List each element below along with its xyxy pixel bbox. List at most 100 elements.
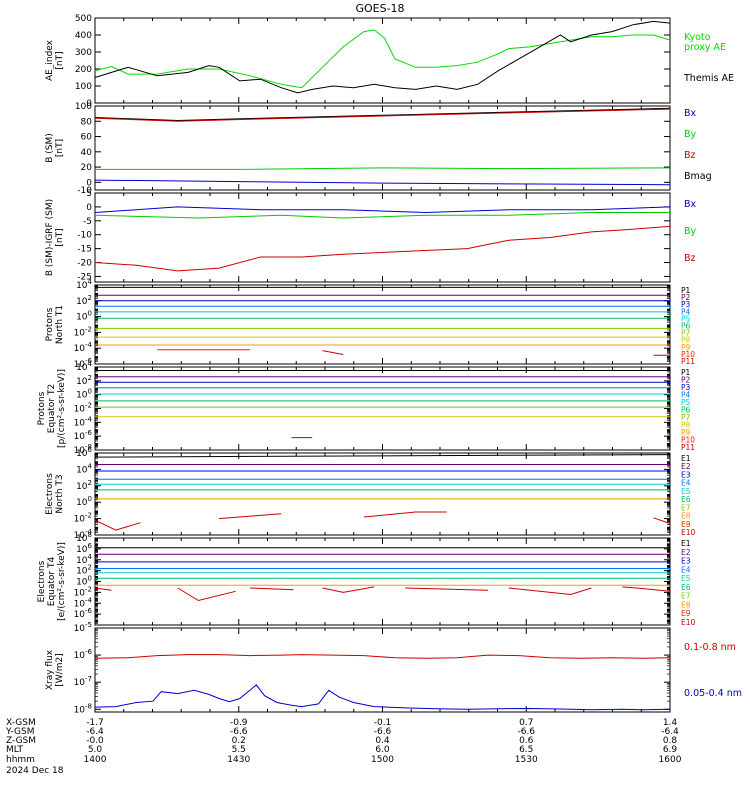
y-axis-label: Electrons [45,473,55,515]
legend-entry: E2 [681,548,691,557]
series-line [95,167,671,170]
y-tick-label: 10-2 [74,402,92,415]
series-line [94,212,670,219]
y-tick-label: 400 [75,31,92,41]
y-tick-label: 100 [76,575,92,588]
orbit-value: 1.4 [663,718,678,728]
y-tick-label: 5 [86,189,92,199]
y-tick-label: 10-5 [74,621,92,634]
series-line [94,519,141,531]
y-tick-label: 40 [81,148,93,158]
series-line [363,511,447,518]
panel-4: 104 102 100 10-2 10-4 10-6 Protons North T1 P1P2… [45,278,695,370]
orbit-table: X-GSMY-GSMZ-GSMMLThhmm-1.7-6.4-0.05.0140… [5,718,682,765]
legend-entry: P5 [681,398,691,407]
legend-entry: E7 [681,503,691,512]
legend-entry: 0.05-0.4 nm [684,688,742,699]
orbit-value: 0.6 [519,736,534,746]
y-axis-label: [nT] [55,51,65,69]
y-tick-label: 10-6 [74,607,93,620]
legend-entry: E5 [681,574,691,583]
legend-entry: P7 [681,329,691,338]
y-tick-label: 104 [76,278,92,291]
y-tick-label: 10-4 [74,415,93,428]
y-tick-label: 10-6 [74,429,93,442]
legend-entry: P11 [681,357,695,366]
panel-8: 10-5 10-6 10-7 10-8 Xray flux [W/m2] 0.1-0.8 n… [45,621,742,715]
legend-entry: E6 [681,583,691,592]
orbit-value: 1500 [371,755,394,765]
y-axis-label: [p/(cm²-s-sr-keV)] [57,369,67,448]
y-tick-label: 100 [76,495,92,508]
y-tick-label: 60 [81,133,93,143]
legend-entry: E9 [681,609,691,618]
series-line [250,587,294,591]
legend-entry: P2 [681,376,691,385]
legend-entry: P3 [681,383,691,392]
y-tick-label: 104 [76,462,92,475]
series-line [94,20,671,94]
legend-entry: P8 [681,421,691,430]
series-line [653,517,671,524]
y-tick-label: 108 [76,531,92,544]
legend-entry: P8 [681,336,691,345]
y-tick-label: -15 [77,245,92,255]
panel-frame [94,452,671,536]
legend-entry: E4 [681,479,691,488]
y-tick-label: 10-2 [74,585,92,598]
legend-entry: P4 [681,307,691,316]
legend-entry: E9 [681,520,691,529]
legend-entry: E7 [681,592,691,601]
y-axis-label: [nT] [55,139,65,157]
y-axis-label: Xray flux [45,649,55,690]
legend-entry: P2 [681,293,691,302]
y-tick-label: 10-8 [74,702,92,715]
y-tick-label: 100 [75,102,92,112]
orbit-value: 6.9 [663,745,678,755]
orbit-value: 5.5 [232,745,246,755]
orbit-row-label: Y-GSM [5,727,34,737]
legend-entry: E5 [681,487,691,496]
chart-title: GOES-18 [355,2,404,15]
orbit-value: -6.4 [661,727,679,737]
legend-entry: Bz [684,150,696,161]
orbit-value: 0.8 [663,736,678,746]
legend-entry: E1 [681,539,691,548]
legend-entry: P9 [681,343,691,352]
orbit-value: -0.0 [86,736,104,746]
y-tick-label: 104 [76,553,92,566]
y-tick-label: 10-2 [74,325,92,338]
series-line [322,586,375,593]
legend-entry: Bmag [684,171,712,182]
y-axis-label: [nT] [55,228,65,246]
orbit-row-label: Z-GSM [6,736,36,746]
legend-entry: P9 [681,428,691,437]
y-axis-label: [W/m2] [55,653,65,686]
legend-entry: P3 [681,300,691,309]
y-tick-label: -25 [77,272,92,282]
orbit-row-label: hhmm [6,755,35,765]
series-line [94,654,671,659]
orbit-value: 1600 [659,755,682,765]
legend-entry: E3 [681,470,691,479]
y-tick-label: -10 [77,231,92,241]
y-axis-label: B (SM)-IGRF (SM) [45,199,55,276]
panel-frame [94,17,671,104]
panel-frame [94,105,671,191]
panel-2: 0 20 40 60 80 100 -10 B (SM) [nT] Bx By Bz Bmag [45,102,712,196]
legend-entry: E8 [681,512,691,521]
series-line [94,684,671,711]
orbit-value: 6.0 [375,745,390,755]
orbit-value: -0.1 [374,718,392,728]
series-line [94,179,671,186]
y-tick-label: 10-8 [74,443,92,456]
y-tick-label: 10-4 [74,528,93,541]
panel-3: 5 0 -5 -10 -15 -20 -25 B (SM)-IGRF (SM) [nT] Bx By… [45,189,697,283]
legend-entry: Bz [684,253,696,264]
series-line [177,587,236,602]
y-axis-label: Protons [45,307,55,341]
series-line [94,587,112,591]
